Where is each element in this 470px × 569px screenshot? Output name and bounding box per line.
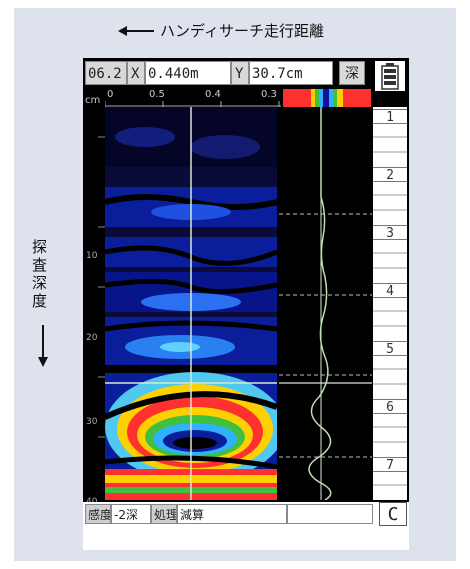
x-value-field[interactable]: 0.440m bbox=[145, 61, 231, 85]
depth-button[interactable]: 深 bbox=[339, 61, 365, 85]
search-depth-caption: 探 査 深 度 bbox=[32, 238, 48, 310]
scale-ticks bbox=[105, 101, 281, 107]
scale-label: 0.5 bbox=[149, 89, 165, 100]
process-label: 処理 bbox=[151, 504, 177, 524]
marker-2[interactable]: 2 bbox=[373, 167, 407, 183]
marker-gridlines bbox=[373, 136, 407, 486]
clear-button[interactable]: C bbox=[379, 502, 407, 526]
marker-7[interactable]: 7 bbox=[373, 457, 407, 473]
marker-5[interactable]: 5 bbox=[373, 341, 407, 357]
scale-label: 0.4 bbox=[205, 89, 221, 100]
status-footer: 感度 -2深 処理 減算 C bbox=[83, 502, 409, 550]
radar-scan-image bbox=[105, 107, 277, 500]
scale-label: 0.3 bbox=[261, 89, 277, 100]
scale-unit: cm bbox=[85, 95, 101, 106]
x-label: X bbox=[127, 61, 145, 85]
depth-label: 30 bbox=[86, 417, 98, 427]
travel-distance-caption: ハンディサーチ走行距離 bbox=[160, 22, 324, 40]
marker-6[interactable]: 6 bbox=[373, 399, 407, 415]
down-arrow-icon bbox=[38, 325, 48, 367]
marker-3[interactable]: 3 bbox=[373, 225, 407, 241]
marker-1[interactable]: 1 bbox=[373, 109, 407, 125]
depth-label: 10 bbox=[86, 251, 98, 261]
battery-icon bbox=[375, 61, 405, 91]
sensitivity-value[interactable]: -2深 bbox=[111, 504, 151, 524]
y-label: Y bbox=[231, 61, 249, 85]
sensitivity-label: 感度 bbox=[85, 504, 111, 524]
empty-field bbox=[287, 504, 373, 524]
left-arrow-icon bbox=[118, 26, 154, 36]
position-readout: 06.2 bbox=[85, 61, 127, 85]
marker-column: 1 2 3 4 5 6 7 bbox=[373, 107, 407, 500]
y-value-field[interactable]: 30.7cm bbox=[249, 61, 333, 85]
process-value[interactable]: 減算 bbox=[177, 504, 287, 524]
depth-ruler: 10 20 30 40 bbox=[83, 107, 105, 507]
marker-4[interactable]: 4 bbox=[373, 283, 407, 299]
signal-trace-graph bbox=[279, 107, 372, 500]
color-legend bbox=[283, 89, 371, 107]
scale-label: 0 bbox=[107, 89, 114, 100]
device-screen: 06.2 X 0.440m Y 30.7cm 深 cm 0 0.5 0.4 0.… bbox=[83, 58, 409, 550]
depth-label: 20 bbox=[86, 333, 98, 343]
